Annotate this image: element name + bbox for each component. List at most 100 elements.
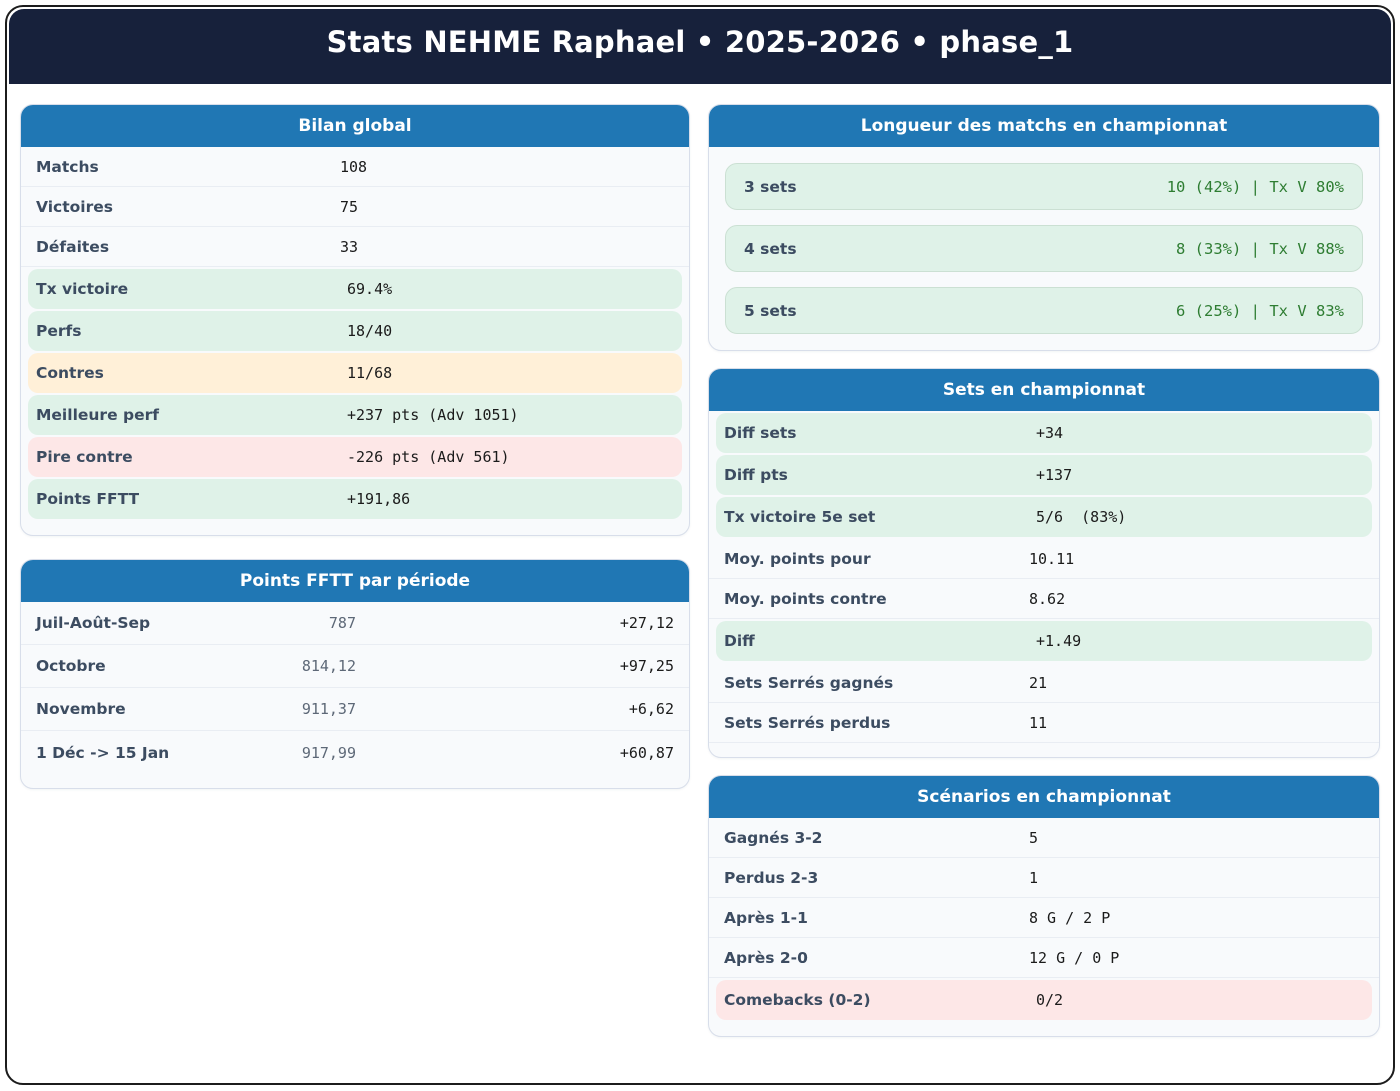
stat-value: 8.62: [1029, 589, 1066, 608]
stat-label: Diff pts: [724, 466, 788, 484]
stat-value: 5/6 (83%): [1036, 508, 1127, 526]
card-points-fftt-periode-title: Points FFTT par période: [21, 560, 689, 602]
stat-row: Sets Serrés gagnés 21: [709, 663, 1379, 703]
stat-label: Moy. points pour: [724, 549, 871, 568]
stat-value: 0/2: [1036, 991, 1064, 1009]
stat-value: +1.49: [1036, 632, 1082, 650]
match-length-value: 6 (25%) | Tx V 83%: [1176, 301, 1344, 320]
stat-value: 1: [1029, 868, 1039, 887]
period-label: Novembre: [36, 700, 126, 718]
stat-label: Sets Serrés perdus: [724, 713, 891, 732]
stat-value: 75: [340, 197, 359, 216]
stat-row: Sets Serrés perdus 11: [709, 703, 1379, 743]
stat-row: Perdus 2-3 1: [709, 858, 1379, 898]
stat-value: 10.11: [1029, 549, 1075, 568]
stat-row: Victoires 75: [21, 187, 689, 227]
stat-label: Après 2-0: [724, 948, 808, 967]
stat-label: Diff: [724, 632, 755, 650]
match-length-row: 5 sets 6 (25%) | Tx V 83%: [725, 287, 1363, 334]
stat-value: 21: [1029, 673, 1048, 692]
stat-row: Moy. points pour 10.11: [709, 539, 1379, 579]
stat-label: Perfs: [36, 322, 82, 340]
match-length-value: 10 (42%) | Tx V 80%: [1166, 177, 1344, 196]
period-row: Octobre 814,12 +97,25: [21, 645, 689, 688]
match-length-row: 4 sets 8 (33%) | Tx V 88%: [725, 225, 1363, 272]
stat-value: -226 pts (Adv 561): [347, 448, 510, 466]
stat-value: 33: [340, 237, 359, 256]
stat-row: Diff pts +137: [716, 455, 1372, 495]
stat-row: Diff sets +34: [716, 413, 1372, 453]
stat-value: 69.4%: [347, 280, 393, 298]
stat-row: Gagnés 3-2 5: [709, 818, 1379, 858]
stat-value: 12 G / 0 P: [1029, 948, 1120, 967]
stat-label: Tx victoire 5e set: [724, 508, 876, 526]
card-points-fftt-periode-body: Juil-Août-Sep 787 +27,12 Octobre 814,12 +97,2…: [21, 602, 689, 788]
card-scenarios-championnat-body: Gagnés 3-2 5 Perdus 2-3 1 Après 1-1 8 G / 2 P…: [709, 818, 1379, 1036]
match-length-label: 4 sets: [744, 239, 797, 258]
card-points-fftt-periode: Points FFTT par période Juil-Août-Sep 787…: [20, 559, 690, 789]
stat-label: Perdus 2-3: [724, 868, 819, 887]
card-sets-championnat: Sets en championnat Diff sets +34 Diff pts…: [708, 368, 1380, 758]
stat-value: 18/40: [347, 322, 393, 340]
match-length-row: 3 sets 10 (42%) | Tx V 80%: [725, 163, 1363, 210]
stat-label: Gagnés 3-2: [724, 828, 823, 847]
stat-value: 8 G / 2 P: [1029, 908, 1111, 927]
stat-value: +191,86: [347, 490, 411, 508]
stat-value: 5: [1029, 828, 1039, 847]
stat-label: Points FFTT: [36, 490, 140, 508]
stat-label: Tx victoire: [36, 280, 129, 298]
period-delta-value: +27,12: [619, 614, 674, 632]
stat-label: Meilleure perf: [36, 406, 159, 424]
left-column: Bilan global Matchs 108 Victoires 75 Défaite…: [20, 104, 690, 789]
stat-row: Comebacks (0-2) 0/2: [716, 980, 1372, 1020]
stat-value: +237 pts (Adv 1051): [347, 406, 519, 424]
stat-row: Diff +1.49: [716, 621, 1372, 661]
stat-row: Après 1-1 8 G / 2 P: [709, 898, 1379, 938]
period-label: 1 Déc -> 15 Jan: [36, 743, 170, 762]
match-length-label: 5 sets: [744, 301, 797, 320]
right-column: Longueur des matchs en championnat 3 set…: [708, 104, 1380, 1037]
stat-value: 11: [1029, 713, 1048, 732]
stat-row: Pire contre -226 pts (Adv 561): [28, 437, 682, 477]
stat-label: Matchs: [36, 157, 99, 176]
card-longueur-matchs-body: 3 sets 10 (42%) | Tx V 80% 4 sets 8 (33%) |…: [709, 147, 1379, 350]
stat-label: Moy. points contre: [724, 589, 887, 608]
period-points-value: 814,12: [301, 657, 356, 675]
stat-label: Comebacks (0-2): [724, 991, 871, 1009]
period-points-value: 911,37: [301, 700, 356, 718]
stat-row: Tx victoire 69.4%: [28, 269, 682, 309]
content-area: Bilan global Matchs 108 Victoires 75 Défaite…: [7, 84, 1393, 1037]
stat-value: +137: [1036, 466, 1073, 484]
stat-row: Meilleure perf +237 pts (Adv 1051): [28, 395, 682, 435]
stat-row: Perfs 18/40: [28, 311, 682, 351]
card-bilan-global-title: Bilan global: [21, 105, 689, 147]
card-sets-championnat-title: Sets en championnat: [709, 369, 1379, 411]
stat-label: Pire contre: [36, 448, 133, 466]
stat-row: Après 2-0 12 G / 0 P: [709, 938, 1379, 978]
period-label: Octobre: [36, 657, 106, 675]
card-sets-championnat-body: Diff sets +34 Diff pts +137 Tx victoire 5e s…: [709, 413, 1379, 757]
stat-label: Victoires: [36, 197, 113, 216]
stat-label: Défaites: [36, 237, 110, 256]
stat-label: Contres: [36, 364, 104, 382]
period-row: Juil-Août-Sep 787 +27,12: [21, 602, 689, 645]
stat-row: Contres 11/68: [28, 353, 682, 393]
card-bilan-global-body: Matchs 108 Victoires 75 Défaites 33 Tx victoir…: [21, 147, 689, 535]
card-longueur-matchs-title: Longueur des matchs en championnat: [709, 105, 1379, 147]
stat-label: Après 1-1: [724, 908, 808, 927]
period-row: Novembre 911,37 +6,62: [21, 688, 689, 731]
period-label: Juil-Août-Sep: [36, 614, 151, 632]
match-length-value: 8 (33%) | Tx V 88%: [1176, 239, 1344, 258]
stat-row: Tx victoire 5e set 5/6 (83%): [716, 497, 1372, 537]
stat-label: Diff sets: [724, 424, 797, 442]
stat-row: Défaites 33: [21, 227, 689, 267]
app-header: Stats NEHME Raphael • 2025-2026 • phase_…: [9, 9, 1391, 84]
period-row: 1 Déc -> 15 Jan 917,99 +60,87: [21, 731, 689, 774]
stat-label: Sets Serrés gagnés: [724, 673, 894, 692]
period-delta-value: +6,62: [628, 700, 674, 718]
stat-row: Matchs 108: [21, 147, 689, 187]
card-scenarios-championnat: Scénarios en championnat Gagnés 3-2 5 Perd…: [708, 775, 1380, 1037]
card-longueur-matchs: Longueur des matchs en championnat 3 set…: [708, 104, 1380, 351]
match-length-label: 3 sets: [744, 177, 797, 196]
period-delta-value: +97,25: [619, 657, 674, 675]
